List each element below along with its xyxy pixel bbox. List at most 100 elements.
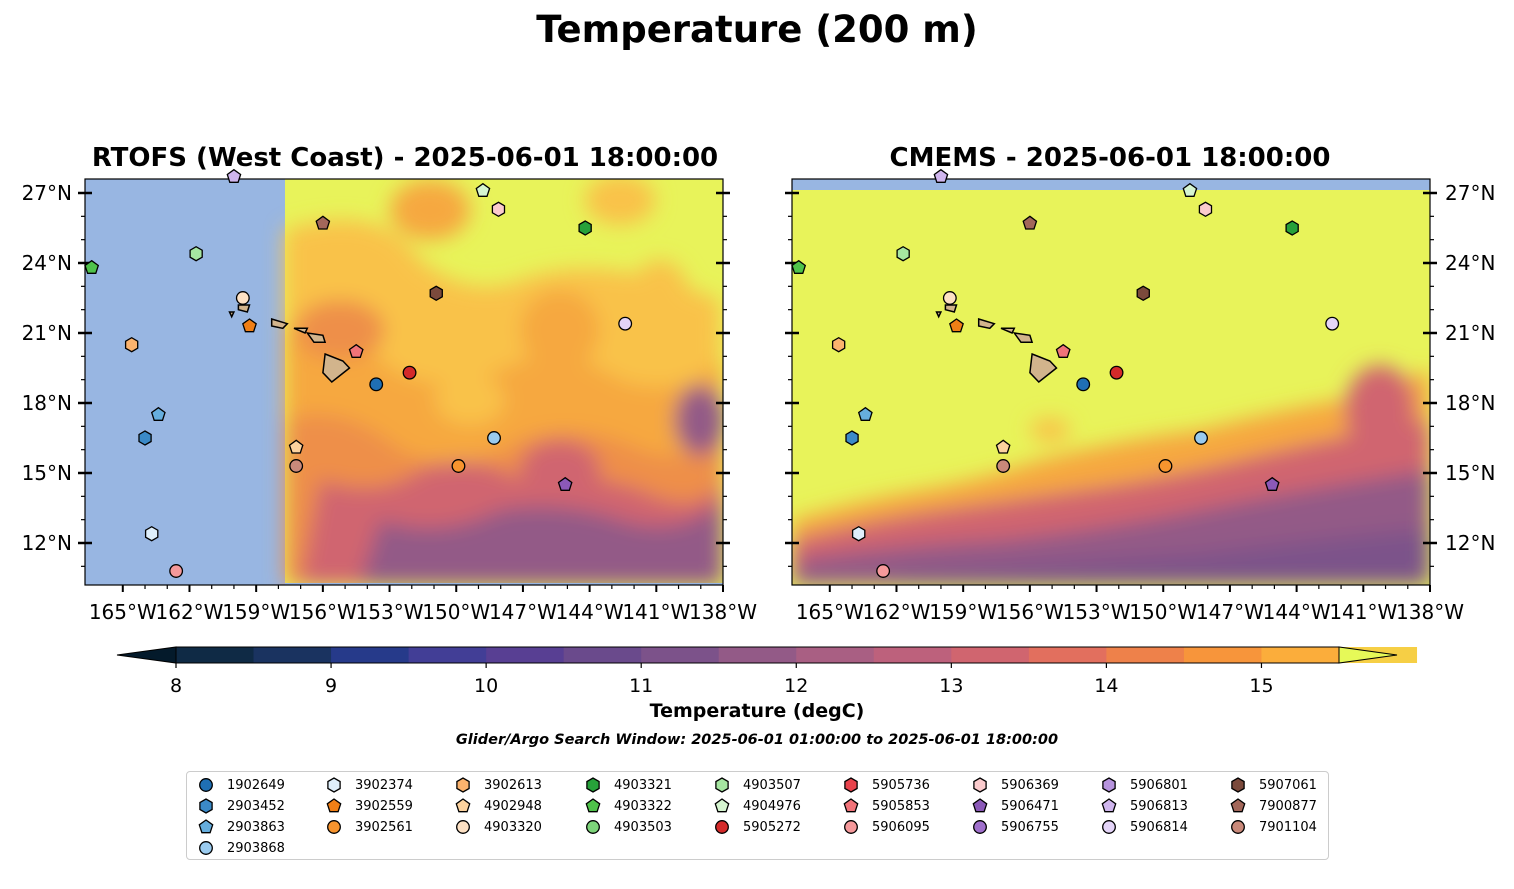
float-marker-5906814 (1325, 316, 1340, 331)
colorbar-segment (563, 647, 642, 663)
x-tick-label: 153°W (356, 600, 424, 624)
colorbar-tick-label: 14 (1094, 675, 1118, 697)
float-marker-7901104 (996, 459, 1011, 473)
island-0-3 (270, 317, 289, 330)
legend-marker (844, 777, 858, 793)
x-tick-label: 153°W (1063, 600, 1131, 624)
float-marker-5906813 (226, 168, 242, 183)
float-marker-3902374 (851, 525, 866, 542)
legend-marker (585, 798, 601, 813)
float-marker-3902561 (451, 459, 466, 473)
hexagon-icon (844, 777, 858, 793)
legend-label: 5906814 (1130, 819, 1188, 835)
y-tick-label: 27°N (1445, 181, 1495, 205)
legend-marker (199, 841, 213, 855)
y-tick-label: 21°N (22, 321, 72, 345)
legend-item: 5905736 (842, 775, 930, 795)
float-marker-5906095 (876, 564, 891, 578)
pentagon-icon (326, 798, 342, 813)
search-window-text: Glider/Argo Search Window: 2025-06-01 01… (455, 732, 1059, 748)
legend-item: 7901104 (1229, 817, 1317, 837)
legend-label: 5906471 (1001, 798, 1059, 814)
legend-marker (843, 798, 859, 813)
legend-label: 3902613 (484, 777, 542, 793)
circle-icon (586, 820, 600, 834)
float-marker-7900877 (315, 215, 331, 230)
nodata-strip (792, 179, 1430, 190)
panel-frame-0 (84, 178, 724, 586)
float-marker-2903863 (857, 406, 873, 421)
legend-marker (586, 777, 600, 793)
colorbar-segment (951, 647, 1030, 663)
pentagon-icon (198, 819, 214, 834)
colorbar-segment (1261, 647, 1340, 663)
colorbar: 8 9 10 11 12 13 14 15 (116, 646, 1418, 697)
legend-item: 2903452 (197, 796, 285, 816)
legend-item: 5905272 (713, 817, 801, 837)
legend-marker (1231, 777, 1245, 793)
island-1-4 (944, 304, 958, 313)
legend-item: 4903503 (584, 817, 672, 837)
x-tick-label: 147°W (489, 600, 557, 624)
legend-marker (1102, 777, 1116, 793)
legend-label: 4903503 (614, 819, 672, 835)
legend-item: 5906813 (1100, 796, 1188, 816)
legend-item: 2903868 (197, 838, 285, 858)
legend-item: 3902559 (325, 796, 413, 816)
pentagon-icon (585, 798, 601, 813)
float-marker-5906813 (933, 168, 949, 183)
float-marker-5905853 (348, 343, 364, 358)
hexagon-icon (973, 777, 987, 793)
float-marker-4903322 (791, 259, 807, 274)
legend-item: 5906471 (971, 796, 1059, 816)
legend-marker (456, 777, 470, 793)
colorbar-segment (873, 647, 952, 663)
legend-marker (199, 778, 213, 792)
legend-label: 5907061 (1259, 777, 1317, 793)
legend-label: 5906813 (1130, 798, 1188, 814)
colorbar-segment (408, 647, 487, 663)
float-marker-5906814 (618, 316, 633, 331)
float-marker-7900877 (1022, 215, 1038, 230)
island-0-5 (228, 311, 236, 319)
legend-label: 5906755 (1001, 819, 1059, 835)
x-tick-label: 138°W (1396, 600, 1464, 624)
colorbar-tick-label: 13 (939, 675, 963, 697)
pentagon-icon (714, 798, 730, 813)
legend-label: 2903868 (227, 840, 285, 856)
float-marker-5907061 (1136, 285, 1150, 302)
colorbar-segment (486, 647, 565, 663)
float-marker-4903320 (942, 291, 957, 305)
legend-item: 5906801 (1100, 775, 1188, 795)
colorbar-segment (1028, 647, 1107, 663)
x-tick-label: 150°W (422, 600, 490, 624)
legend-label: 3902559 (355, 798, 413, 814)
hexagon-icon (715, 777, 729, 793)
legend-item: 4903320 (454, 817, 542, 837)
float-marker-1902649 (369, 377, 384, 392)
float-marker-3902613 (124, 336, 139, 353)
legend-marker (973, 820, 987, 834)
hexagon-icon (1102, 777, 1116, 793)
colorbar-tick-label: 10 (474, 675, 498, 697)
colorbar-extend-low (116, 646, 177, 664)
float-marker-4903320 (235, 291, 250, 305)
legend-item: 3902613 (454, 775, 542, 795)
legend-marker (1230, 798, 1246, 813)
legend-item: 4904976 (713, 796, 801, 816)
legend-marker (1102, 820, 1116, 834)
legend-item: 2903863 (197, 817, 285, 837)
nodata-region (85, 179, 285, 585)
colorbar-segment (796, 647, 875, 663)
legend-label: 5905272 (743, 819, 801, 835)
nodata-strip (285, 583, 723, 585)
island-1-0 (1029, 352, 1058, 384)
legend-marker (715, 820, 729, 834)
legend-marker (715, 777, 729, 793)
float-marker-5906471 (557, 476, 573, 491)
x-tick-label: 159°W (929, 600, 997, 624)
pentagon-icon (1230, 798, 1246, 813)
colorbar-label: Temperature (degC) (649, 700, 865, 722)
pentagon-icon (972, 798, 988, 813)
colorbar-tick-label: 8 (170, 675, 182, 697)
